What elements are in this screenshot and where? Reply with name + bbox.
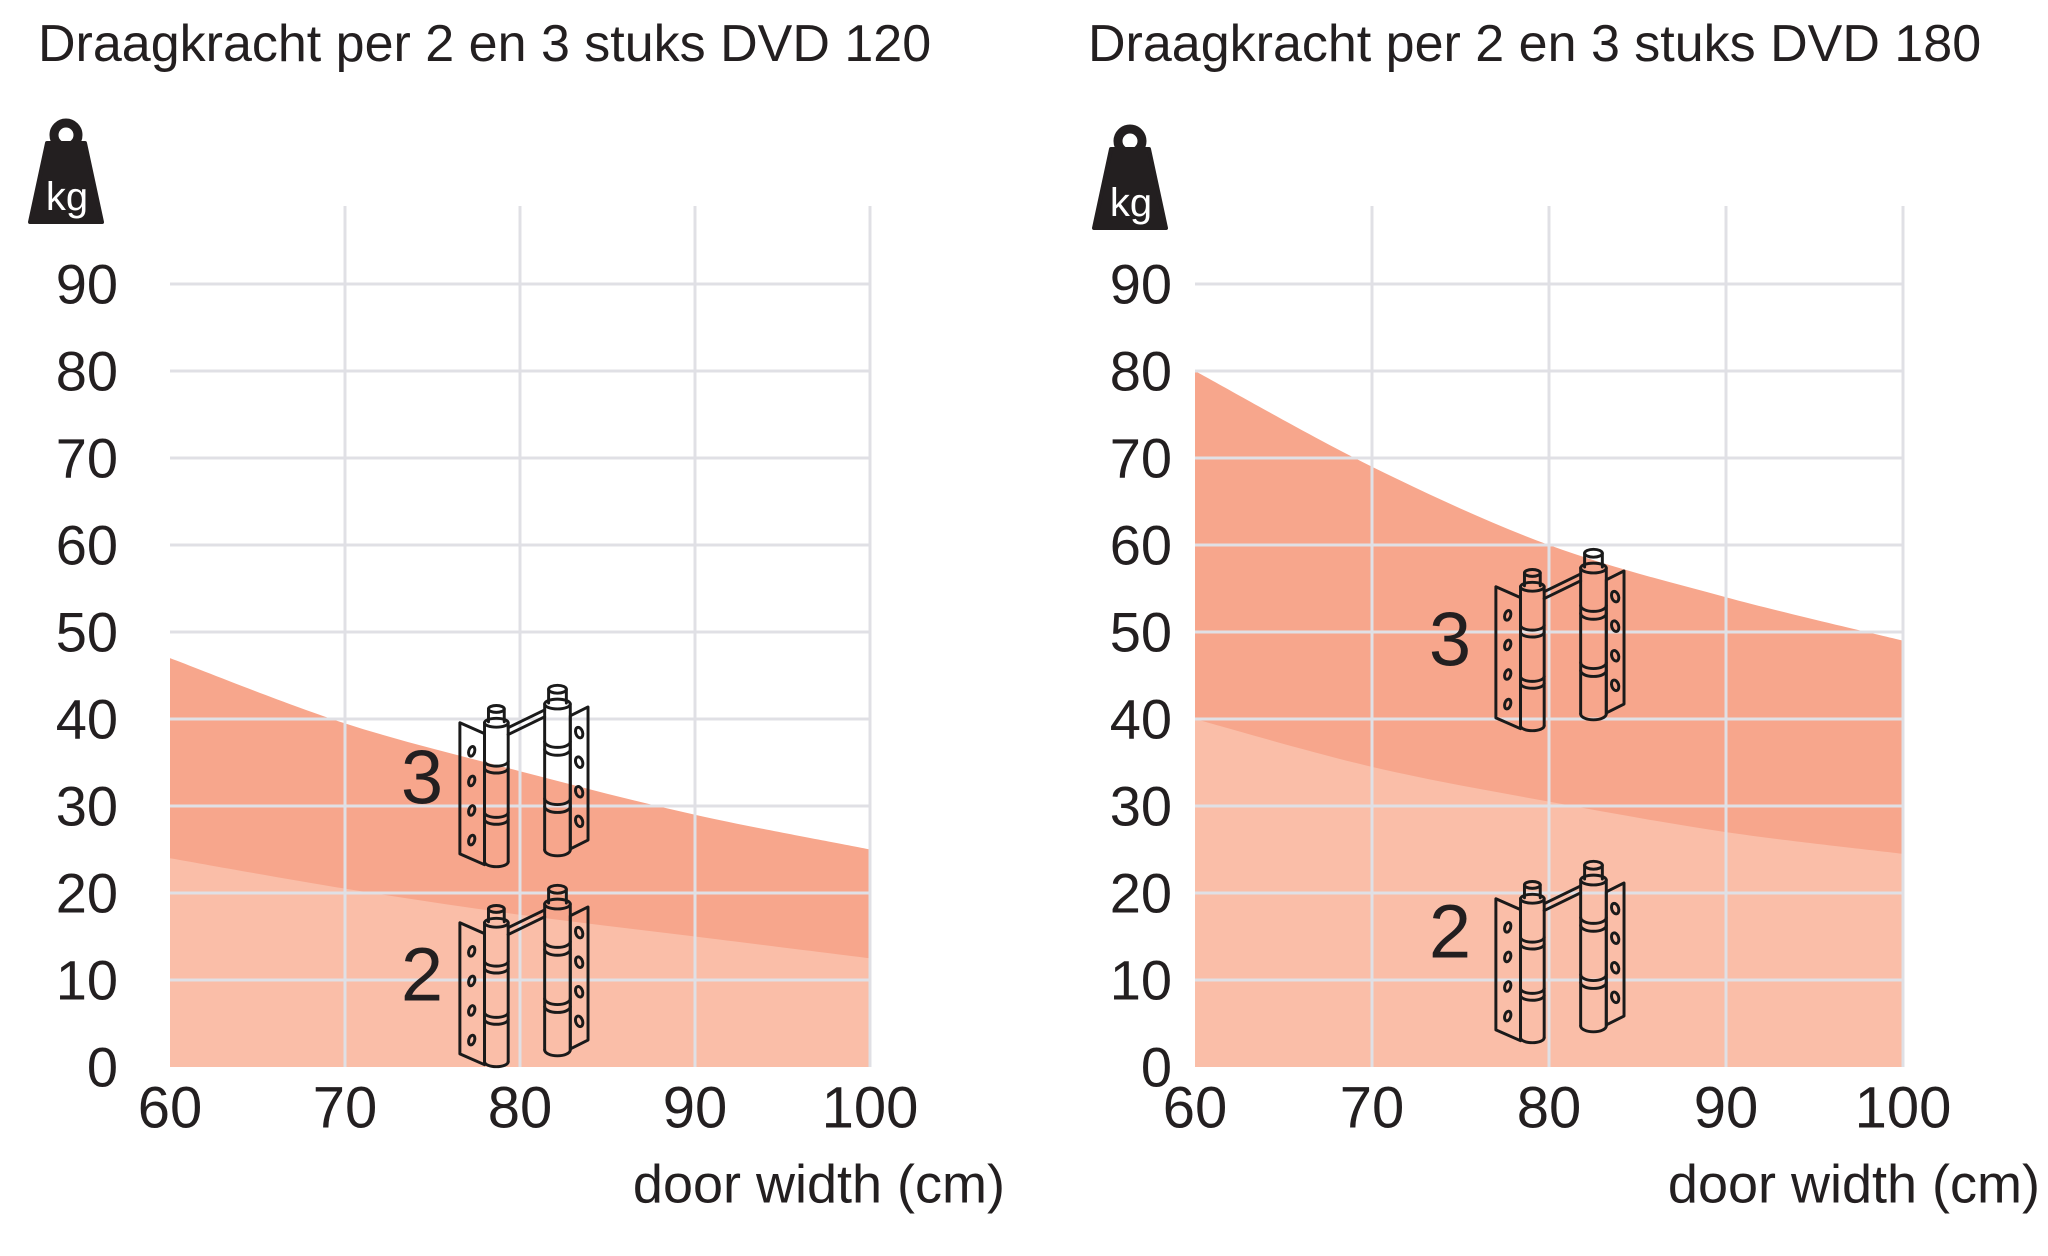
x-tick-label: 90: [1694, 1076, 1759, 1141]
hinge-count-label: 2: [401, 933, 443, 1018]
y-tick-label: 30: [56, 775, 118, 838]
y-tick-label: 40: [56, 688, 118, 751]
y-tick-label: 90: [1110, 253, 1172, 316]
y-tick-label: 60: [1110, 514, 1172, 577]
x-tick-label: 70: [313, 1076, 378, 1141]
chart-title: Draagkracht per 2 en 3 stuks DVD 180: [1088, 15, 1981, 73]
x-tick-label: 70: [1340, 1076, 1405, 1141]
chart-dvd-120: 0 10 20 30 40 50 60 70 80 90 60 70 80 90 100 Draagkrach…: [30, 15, 1005, 1214]
y-tick-label: 10: [1110, 949, 1172, 1012]
kg-weight-icon: [30, 123, 102, 222]
y-tick-label: 10: [56, 949, 118, 1012]
y-tick-label: 0: [1141, 1036, 1172, 1099]
hinge-count-label: 2: [1429, 890, 1471, 975]
x-tick-label: 80: [1517, 1076, 1582, 1141]
x-axis-label: door width (cm): [633, 1154, 1005, 1214]
y-tick-label: 50: [1110, 601, 1172, 664]
y-tick-label: 0: [87, 1036, 118, 1099]
y-tick-label: 20: [56, 862, 118, 925]
x-tick-label: 100: [822, 1076, 919, 1141]
hinge-count-label: 3: [1429, 598, 1471, 683]
chart-dvd-180: 0 10 20 30 40 50 60 70 80 90 60 70 80 90 100 Draagkrach…: [1088, 15, 2040, 1215]
y-tick-label: 40: [1110, 688, 1172, 751]
y-tick-label: 30: [1110, 775, 1172, 838]
y-tick-label: 80: [1110, 340, 1172, 403]
x-tick-label: 100: [1855, 1076, 1952, 1141]
hinge-count-label: 3: [401, 736, 443, 821]
x-tick-label: 60: [1163, 1076, 1228, 1141]
chart-title: Draagkracht per 2 en 3 stuks DVD 120: [38, 15, 931, 73]
y-tick-label: 80: [56, 340, 118, 403]
kg-weight-icon: [1094, 129, 1166, 228]
x-axis-label: door width (cm): [1668, 1154, 2040, 1214]
x-tick-label: 90: [663, 1076, 728, 1141]
x-tick-label: 80: [488, 1076, 553, 1141]
x-tick-label: 60: [138, 1076, 203, 1141]
y-tick-label: 50: [56, 601, 118, 664]
y-tick-label: 90: [56, 253, 118, 316]
y-tick-label: 60: [56, 514, 118, 577]
y-tick-label: 20: [1110, 862, 1172, 925]
y-tick-label: 70: [56, 427, 118, 490]
y-tick-label: 70: [1110, 427, 1172, 490]
